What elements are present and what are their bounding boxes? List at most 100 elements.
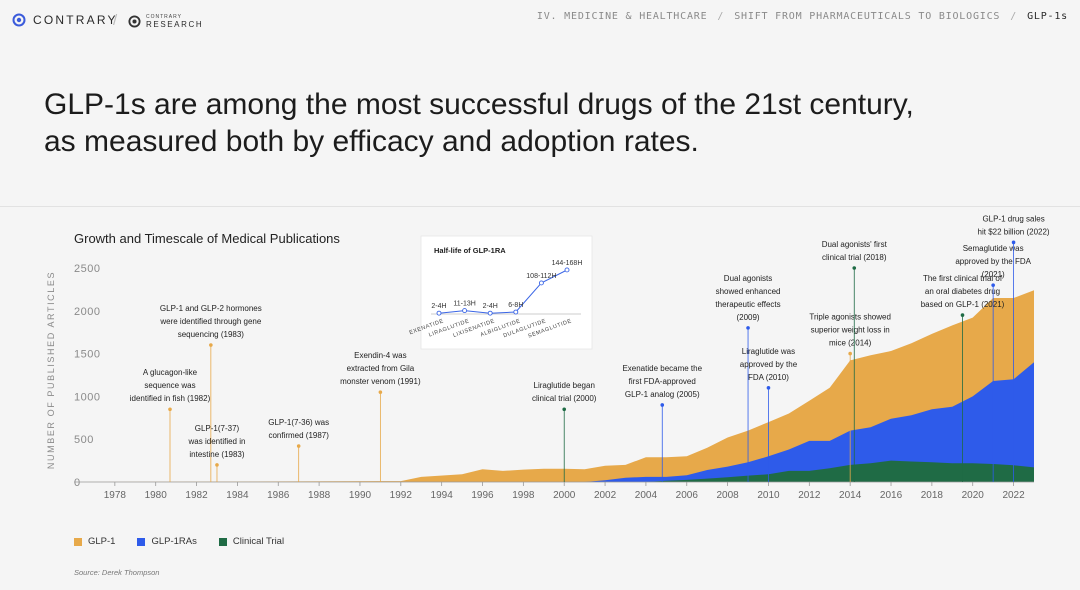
annotation-text: GLP-1 analog (2005) bbox=[625, 390, 700, 399]
contrary-research-logo[interactable]: CONTRARY RESEARCH bbox=[128, 14, 203, 29]
brand-name: CONTRARY bbox=[33, 13, 118, 27]
x-tick-label: 2006 bbox=[676, 490, 699, 501]
x-tick-label: 1990 bbox=[349, 490, 372, 501]
annotation-dot bbox=[168, 407, 172, 412]
x-tick-label: 1984 bbox=[226, 490, 249, 501]
legend-item-clinical-trial: Clinical Trial bbox=[218, 536, 285, 547]
annotation-dot bbox=[660, 403, 665, 407]
inset-point bbox=[538, 280, 544, 286]
y-tick-label: 1000 bbox=[74, 391, 100, 403]
inset-data-label: 144-168H bbox=[552, 260, 583, 267]
annotation-text: first FDA-approved bbox=[629, 377, 696, 386]
annotation-text: therapeutic effects bbox=[715, 300, 780, 309]
annotation-text: superior weight loss in bbox=[811, 326, 890, 335]
annotation-dot bbox=[1011, 240, 1016, 245]
annotation-dot bbox=[209, 343, 213, 347]
legend-item-glp1: GLP-1 bbox=[74, 536, 115, 547]
inset-data-label: 108-112H bbox=[526, 273, 556, 280]
annotation-text: were identified through gene bbox=[159, 317, 262, 326]
annotation-text: Liraglutide was bbox=[742, 347, 795, 356]
annotation-dot bbox=[746, 326, 750, 330]
inset-data-label: 2-4H bbox=[431, 303, 446, 310]
breadcrumb-separator: / bbox=[1010, 11, 1018, 22]
legend-swatch-glp1 bbox=[74, 537, 82, 546]
half-life-inset: Half-life of GLP-1RA2-4HEXENATIDE11-13HL… bbox=[409, 235, 593, 350]
x-tick-label: 2014 bbox=[839, 490, 862, 501]
annotation-dot bbox=[848, 351, 852, 356]
annotation-text: Exenatide became the bbox=[622, 364, 702, 373]
annotation-text: (2021) bbox=[982, 270, 1005, 279]
inset-data-label: 2-4H bbox=[483, 303, 498, 310]
annotation-dot bbox=[991, 283, 995, 287]
legend-item-glp1ras: GLP-1RAs bbox=[137, 536, 197, 547]
annotation-text: Semaglutide was bbox=[963, 244, 1024, 253]
logo-divider: / bbox=[113, 12, 118, 29]
annotation-text: GLP-1(7-36) was bbox=[268, 418, 329, 427]
annotation-dot bbox=[960, 313, 965, 317]
x-tick-label: 1992 bbox=[390, 490, 413, 501]
annotation-text: A glucagon-like bbox=[143, 368, 198, 377]
annotation-text: sequence was bbox=[144, 381, 195, 390]
headline-line-2: as measured both by efficacy and adoptio… bbox=[44, 125, 699, 158]
annotation-text: hit $22 billion (2022) bbox=[978, 227, 1050, 236]
annotation-text: GLP-1 and GLP-2 hormones bbox=[160, 304, 262, 313]
x-tick-label: 2004 bbox=[635, 490, 658, 501]
research-brand-small: CONTRARY bbox=[146, 14, 182, 20]
inset-series-line bbox=[438, 269, 568, 314]
annotation-text: GLP-1 drug sales bbox=[982, 214, 1044, 223]
breadcrumb-item-section[interactable]: IV. MEDICINE & HEALTHCARE bbox=[536, 11, 708, 22]
breadcrumb-item-current[interactable]: GLP-1s bbox=[1027, 11, 1068, 22]
glp1-area bbox=[74, 290, 1034, 482]
legend-label-glp1: GLP-1 bbox=[88, 536, 116, 547]
annotation-text: GLP-1(7-37) bbox=[195, 424, 240, 433]
annotation-dot bbox=[378, 390, 383, 394]
page-headline: GLP-1s are among the most successful dru… bbox=[44, 86, 1044, 160]
chart-title: Growth and Timescale of Medical Publicat… bbox=[74, 231, 340, 246]
clinical-trial-area bbox=[645, 460, 1034, 482]
inset-point bbox=[564, 267, 570, 273]
section-divider bbox=[0, 206, 1080, 207]
annotation-text: sequencing (1983) bbox=[178, 330, 245, 339]
annotation-text: (2009) bbox=[736, 313, 759, 322]
annotation-text: Exendin-4 was bbox=[354, 351, 406, 360]
annotation-text: based on GLP-1 (2021) bbox=[921, 300, 1005, 309]
annotation-text: identified in fish (1982) bbox=[130, 394, 211, 403]
annotation-dot bbox=[296, 444, 301, 448]
annotation-text: Dual agonists' first bbox=[822, 240, 888, 249]
x-tick-label: 2016 bbox=[880, 490, 903, 501]
y-axis-title: NUMBER OF PUBLISHED ARTICLES bbox=[46, 271, 56, 469]
x-tick-label: 2012 bbox=[798, 490, 821, 501]
annotation-text: Dual agonists bbox=[724, 274, 772, 283]
x-tick-label: 1986 bbox=[267, 490, 290, 501]
annotation-text: FDA (2010) bbox=[748, 373, 789, 382]
glp1ras-area bbox=[584, 362, 1034, 482]
inset-title: Half-life of GLP-1RA bbox=[434, 246, 506, 255]
inset-point bbox=[436, 310, 442, 316]
chart-legend: GLP-1 GLP-1RAs Clinical Trial bbox=[74, 536, 284, 547]
x-tick-label: 2000 bbox=[553, 490, 576, 501]
annotation-text: mice (2014) bbox=[829, 339, 872, 348]
x-tick-label: 2018 bbox=[921, 490, 944, 501]
annotation-text: intestine (1983) bbox=[189, 450, 244, 459]
contrary-logo[interactable]: CONTRARY bbox=[12, 13, 118, 27]
inset-point bbox=[487, 310, 493, 316]
breadcrumb-item-topic[interactable]: SHIFT FROM PHARMACEUTICALS TO BIOLOGICS bbox=[734, 11, 1001, 22]
legend-label-clinical-trial: Clinical Trial bbox=[232, 536, 285, 547]
annotation-text: showed enhanced bbox=[716, 287, 781, 296]
x-tick-label: 1982 bbox=[185, 490, 208, 501]
annotation-text: The first clinical trial of bbox=[923, 274, 1003, 283]
inset-point bbox=[462, 308, 468, 314]
y-tick-label: 500 bbox=[74, 434, 94, 446]
research-logo-icon bbox=[128, 15, 141, 28]
x-tick-label: 1996 bbox=[471, 490, 494, 501]
annotation-dot bbox=[766, 386, 771, 390]
x-tick-label: 1988 bbox=[308, 490, 331, 501]
annotation-text: clinical trial (2018) bbox=[822, 253, 887, 262]
annotation-text: clinical trial (2000) bbox=[532, 394, 597, 403]
breadcrumb: IV. MEDICINE & HEALTHCARE / SHIFT FROM P… bbox=[537, 11, 1068, 22]
legend-label-glp1ras: GLP-1RAs bbox=[151, 536, 197, 547]
annotation-text: approved by the FDA bbox=[955, 257, 1031, 266]
source-note: Source: Derek Thompson bbox=[74, 568, 160, 577]
x-tick-label: 2010 bbox=[757, 490, 780, 501]
